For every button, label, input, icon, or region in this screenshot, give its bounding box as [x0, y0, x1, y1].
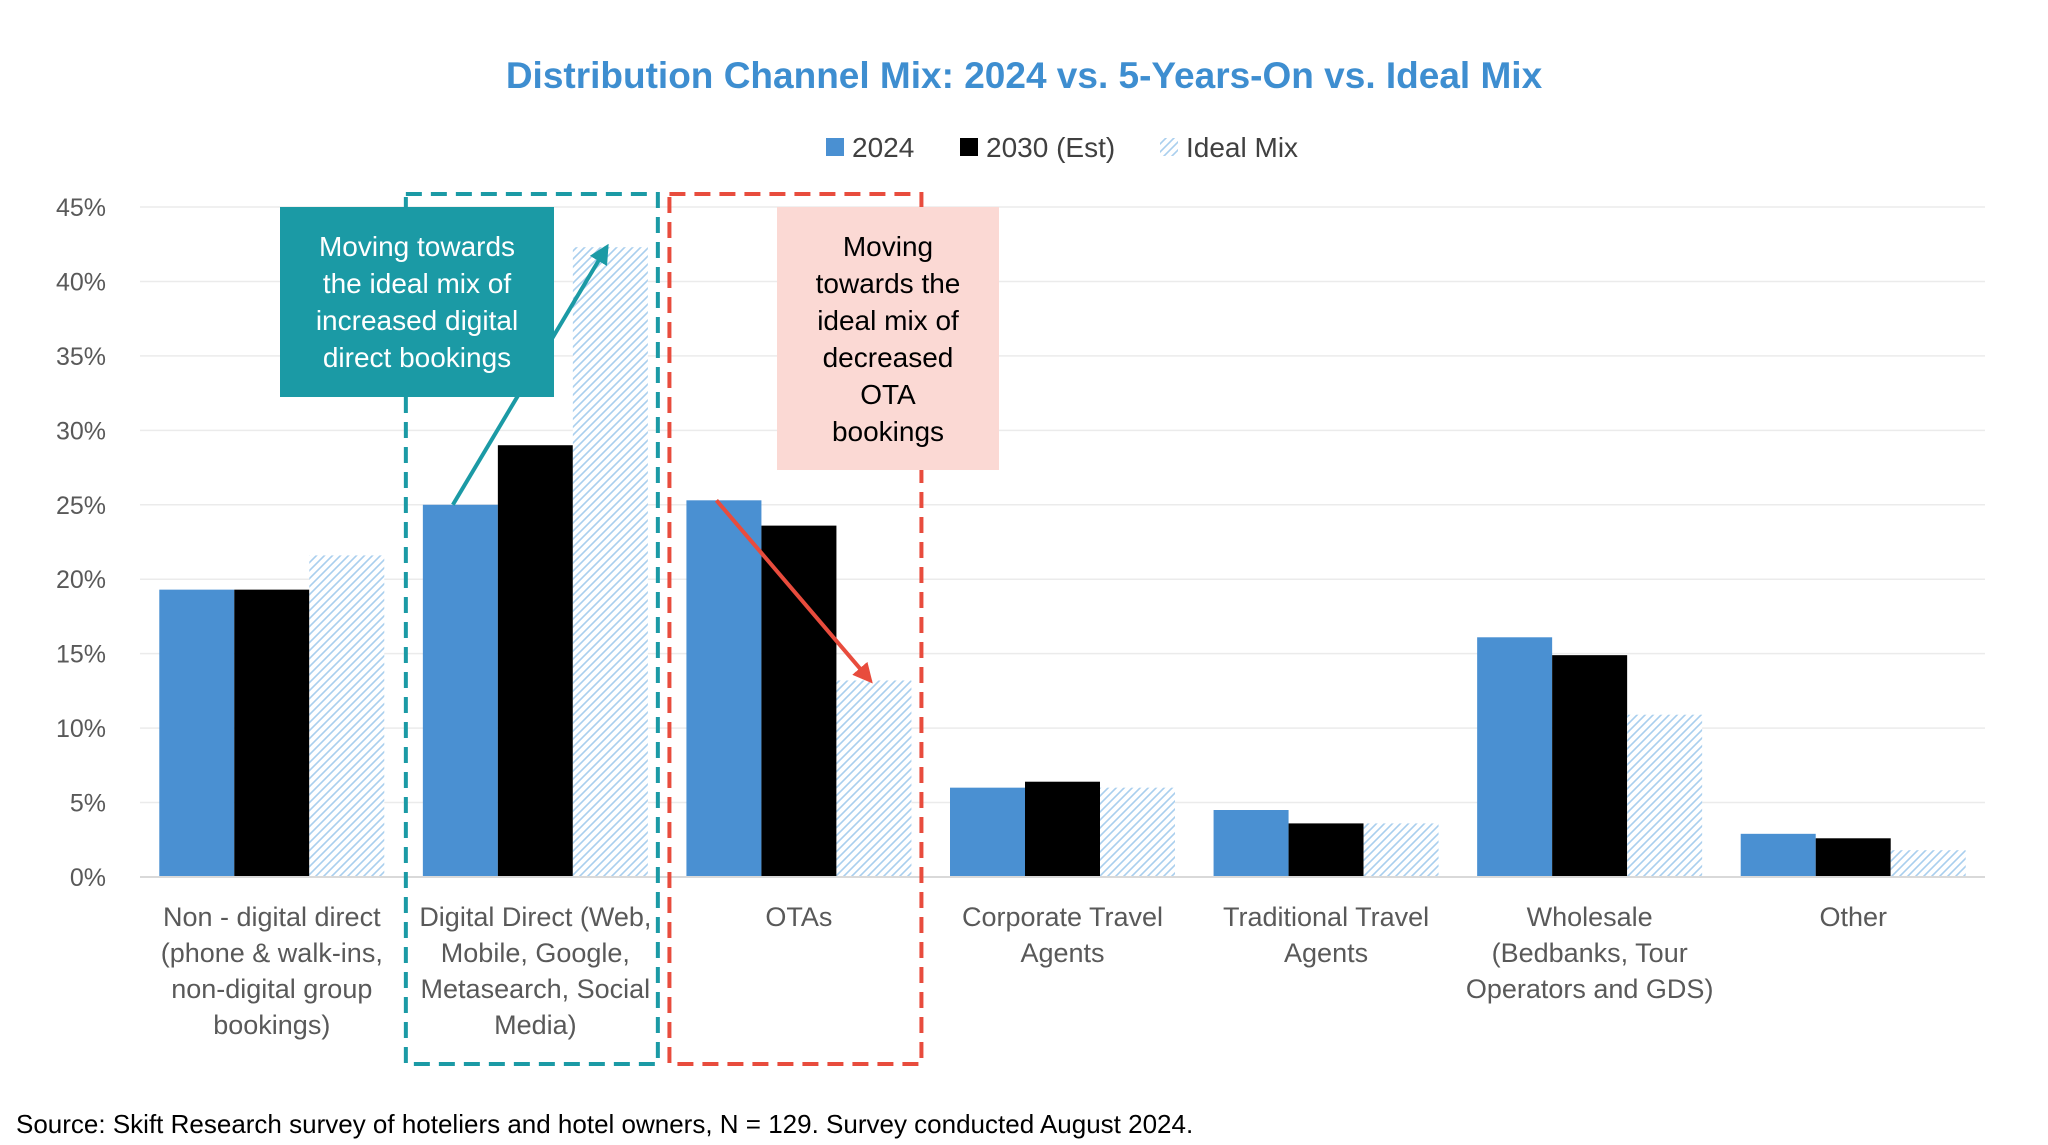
bar [1100, 787, 1175, 877]
legend-swatch [826, 138, 844, 156]
bar [159, 589, 235, 877]
bar [1213, 810, 1289, 877]
y-tick-label: 25% [56, 492, 106, 520]
annotation-text-line: OTA [860, 379, 916, 410]
category-label-line: bookings) [213, 1010, 330, 1040]
y-tick-label: 10% [56, 715, 106, 743]
category-label-line: Traditional Travel [1223, 902, 1429, 932]
category-label-line: non-digital group [171, 974, 372, 1004]
category-label-line: Non - digital direct [163, 902, 381, 932]
bar [1552, 655, 1628, 877]
bar [309, 555, 385, 877]
highlight-boxes [403, 192, 924, 1066]
legend: 2024 2030 (Est) Ideal Mix [826, 132, 1298, 163]
bar [572, 247, 648, 877]
category-label-line: (phone & walk-ins, [161, 938, 383, 968]
bar [1477, 637, 1553, 877]
category-label-line: Other [1819, 902, 1887, 932]
legend-label: 2030 (Est) [986, 132, 1115, 163]
category-label-line: Agents [1020, 938, 1104, 968]
legend-label: 2024 [852, 132, 914, 163]
category-label: OTAs [765, 902, 832, 932]
bar [686, 500, 762, 877]
category-label-line: Corporate Travel [962, 902, 1163, 932]
category-labels: Non - digital direct (phone & walk-ins, no… [161, 902, 1887, 1040]
category-label-line: (Bedbanks, Tour [1492, 938, 1688, 968]
annotation-text: Moving towards the ideal mix of increased … [316, 231, 518, 373]
annotation-text-line: direct bookings [323, 342, 511, 373]
legend-swatch [1160, 138, 1178, 156]
source-note: Source: Skift Research survey of hotelie… [16, 1109, 1193, 1139]
bar [1288, 823, 1364, 877]
legend-label: Ideal Mix [1186, 132, 1298, 163]
bar [1025, 781, 1100, 877]
category-label-line: Agents [1284, 938, 1368, 968]
category-label-line: Mobile, Google, [441, 938, 630, 968]
bar [950, 787, 1025, 877]
y-tick-label: 0% [70, 864, 106, 892]
highlight-box [667, 192, 924, 1066]
category-label: Traditional Travel Agents [1223, 902, 1429, 968]
legend-swatch [960, 138, 978, 156]
bar [497, 445, 573, 877]
bar [422, 504, 498, 877]
y-tick-label: 30% [56, 417, 106, 445]
y-tick-label: 15% [56, 641, 106, 669]
bar [1363, 823, 1439, 877]
annotation-text: Moving towards the ideal mix of decreased OT… [816, 231, 961, 447]
bar [1740, 833, 1816, 877]
annotation-text-line: increased digital [316, 305, 518, 336]
bar [234, 589, 310, 877]
annotation-text-line: towards the [816, 268, 961, 299]
bar [761, 525, 837, 877]
category-label-line: Digital Direct (Web, [419, 902, 651, 932]
category-label-line: Media) [494, 1010, 577, 1040]
y-axis-ticks: 0% 5% 10% 15% 20% 25% 30% 35% 40% 45% [56, 194, 106, 892]
trend-arrow [714, 499, 873, 684]
category-label-line: Metasearch, Social [421, 974, 651, 1004]
annotation-text-line: Moving towards [319, 231, 515, 262]
highlight-box [403, 192, 660, 1066]
category-label-line: Wholesale [1527, 902, 1653, 932]
chart-title: Distribution Channel Mix: 2024 vs. 5-Yea… [506, 55, 1543, 96]
annotation-boxes: Moving towards the ideal mix of increased … [280, 207, 999, 470]
annotation-text-line: the ideal mix of [323, 268, 512, 299]
bar [1627, 714, 1703, 877]
annotation-text-line: Moving [843, 231, 933, 262]
bar [1815, 838, 1891, 877]
annotation-box [280, 207, 554, 397]
y-tick-label: 5% [70, 790, 106, 818]
category-label-line: OTAs [765, 902, 832, 932]
annotation-text-line: bookings [832, 416, 944, 447]
annotation-text-line: decreased [823, 342, 954, 373]
category-label: Corporate Travel Agents [962, 902, 1163, 968]
annotation-box [777, 207, 999, 470]
category-label: Wholesale (Bedbanks, Tour Operators and GD… [1466, 902, 1714, 1004]
y-tick-label: 45% [56, 194, 106, 222]
bar [1890, 850, 1966, 877]
category-label: Digital Direct (Web, Mobile, Google, Metas… [419, 902, 651, 1040]
category-label: Other [1819, 902, 1887, 932]
annotation-text-line: ideal mix of [817, 305, 959, 336]
category-label: Non - digital direct (phone & walk-ins, no… [161, 902, 383, 1040]
category-label-line: Operators and GDS) [1466, 974, 1714, 1004]
y-tick-label: 35% [56, 343, 106, 371]
bar [836, 680, 912, 877]
y-tick-label: 40% [56, 268, 106, 296]
y-tick-label: 20% [56, 566, 106, 594]
bars [159, 247, 1966, 877]
